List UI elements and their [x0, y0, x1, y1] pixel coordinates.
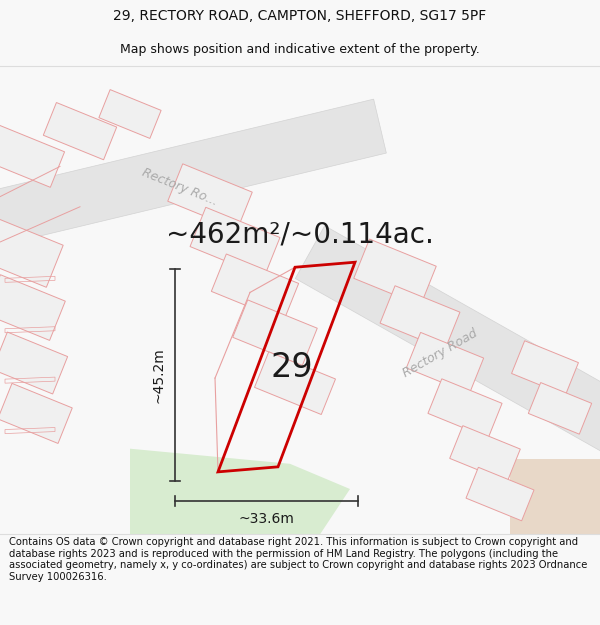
Text: 29, RECTORY ROAD, CAMPTON, SHEFFORD, SG17 5PF: 29, RECTORY ROAD, CAMPTON, SHEFFORD, SG1… — [113, 9, 487, 23]
Polygon shape — [0, 99, 386, 249]
Text: Rectory Road: Rectory Road — [400, 326, 479, 379]
Polygon shape — [99, 89, 161, 138]
Polygon shape — [0, 217, 63, 288]
Polygon shape — [380, 286, 460, 349]
Text: Rectory Ro...: Rectory Ro... — [140, 166, 220, 208]
Polygon shape — [0, 383, 72, 444]
Polygon shape — [43, 102, 116, 160]
Polygon shape — [428, 379, 502, 438]
Polygon shape — [466, 468, 534, 521]
Polygon shape — [0, 275, 65, 341]
Text: ~462m²/~0.114ac.: ~462m²/~0.114ac. — [166, 221, 434, 249]
Polygon shape — [190, 208, 280, 277]
Polygon shape — [512, 341, 578, 396]
Polygon shape — [450, 426, 520, 482]
Polygon shape — [406, 332, 484, 394]
Polygon shape — [254, 352, 335, 414]
Text: ~33.6m: ~33.6m — [239, 512, 295, 526]
Text: Map shows position and indicative extent of the property.: Map shows position and indicative extent… — [120, 42, 480, 56]
Polygon shape — [233, 300, 317, 366]
Polygon shape — [168, 164, 252, 229]
Polygon shape — [295, 226, 600, 465]
Polygon shape — [0, 126, 65, 188]
Text: Contains OS data © Crown copyright and database right 2021. This information is : Contains OS data © Crown copyright and d… — [9, 537, 587, 582]
Polygon shape — [510, 459, 600, 534]
Polygon shape — [130, 449, 350, 534]
Text: ~45.2m: ~45.2m — [152, 348, 166, 403]
Polygon shape — [354, 239, 436, 306]
Text: 29: 29 — [270, 351, 313, 384]
Polygon shape — [211, 254, 299, 321]
Polygon shape — [0, 332, 68, 394]
Polygon shape — [529, 382, 592, 434]
